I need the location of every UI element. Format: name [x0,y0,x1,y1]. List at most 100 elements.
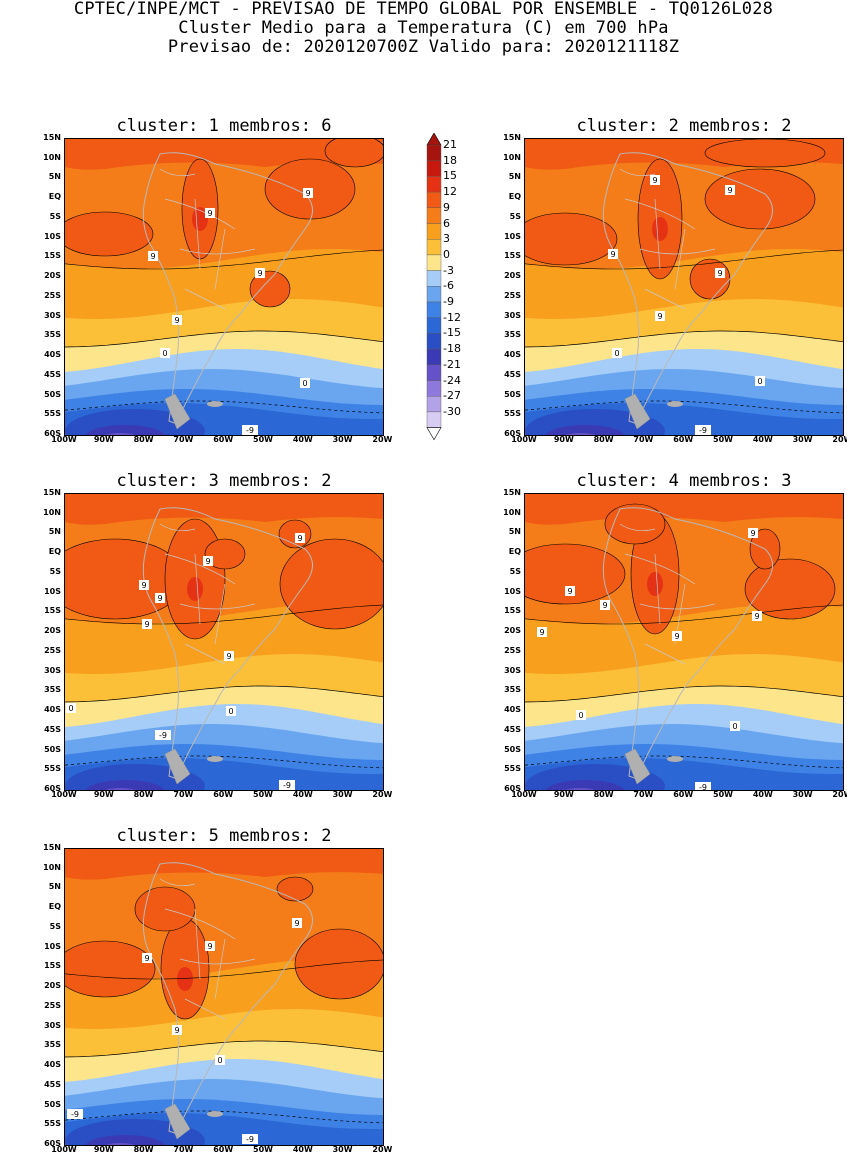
longitude-label: 80W [133,790,154,799]
svg-text:-9: -9 [71,1110,79,1119]
legend-level-label: 12 [443,185,457,199]
latitude-label: 50S [44,389,61,399]
contour-label: -9 [242,1134,258,1144]
latitude-label: 5N [508,172,521,182]
latitude-label: 40S [44,350,61,360]
svg-text:9: 9 [754,612,759,621]
svg-text:9: 9 [150,252,155,261]
latitude-label: 60S [504,429,521,438]
svg-text:9: 9 [674,632,679,641]
longitude-label: 50W [253,435,273,444]
warm-area [525,543,626,605]
latitude-label: 55S [44,764,61,774]
legend-level-label: 15 [443,169,457,183]
legend-swatch [426,411,442,428]
latitude-label: 55S [504,409,521,419]
latitude-label: 35S [44,685,61,695]
longitude-label: 60W [213,1145,234,1154]
legend-level-label: -3 [443,263,454,277]
country-border [639,248,716,255]
svg-text:9: 9 [567,587,572,596]
country-border [194,553,201,625]
latitude-label: 45S [504,369,521,379]
latitude-label: 10S [44,941,61,951]
legend-swatch [426,333,442,350]
warm-area [704,168,816,230]
map-panel-cluster-2: cluster: 2 membros: 2 9 9 9 9 9 0 0 -9 15N 10N 5N… [503,116,847,444]
country-border [624,198,696,230]
latitude-label: 10N [43,507,61,517]
latitude-label: 5S [509,566,521,576]
header-variable-line: Cluster Medio para a Temperatura (C) em … [178,18,669,38]
contour-label: 9 [203,556,213,566]
latitude-label: 45S [44,1079,61,1089]
map-panel-cluster-4: cluster: 4 membros: 3 9 9 9 9 9 9 0 0 -9 15N 10N 5… [503,471,847,799]
latitude-label: 15S [44,251,61,261]
map-panel-cluster-3: cluster: 3 membros: 2 9 9 9 9 9 9 0 0 -9 -9 15N 10… [43,471,392,799]
svg-text:9: 9 [144,954,149,963]
country-border [179,248,256,255]
latitude-label: 10S [44,586,61,596]
svg-text:0: 0 [578,711,583,720]
contour-label: 9 [537,627,547,637]
latitude-label: EQ [508,547,521,557]
contour-label: 9 [655,311,665,321]
country-border [184,643,226,665]
legend-swatch [426,207,442,224]
latitude-label: 10N [503,152,521,162]
longitude-label: 40W [292,1145,313,1154]
country-border [184,998,226,1020]
latitude-label: 60S [44,784,61,793]
contour-label: 9 [725,185,735,195]
latitude-label: 10S [504,586,521,596]
latitude-label: 25S [44,1000,61,1010]
latitude-label: EQ [48,902,61,912]
country-border [179,603,256,610]
country-border [639,603,716,610]
country-border [184,288,226,310]
legend-level-label: -9 [443,295,454,308]
longitude-label: 100W [511,435,537,444]
legend-swatch [426,380,442,397]
contour-label: 0 [755,376,765,386]
warm-area [65,211,154,257]
latitude-label: 5S [49,211,61,221]
latitude-label: 5S [49,921,61,931]
latitude-label: 20S [44,981,61,991]
legend-swatch [426,144,442,161]
longitude-label: 90W [93,435,114,444]
contour-label: 0 [612,348,622,358]
contour-label: 0 [160,348,170,358]
map-panel-cluster-1: cluster: 1 membros: 6 9 9 9 9 9 0 0 -9 15N 10N 5N… [43,116,392,444]
contour-label: -9 [67,1109,83,1119]
longitude-label: 60W [673,790,694,799]
latitude-label: 30S [44,665,61,675]
latitude-label: 60S [504,784,521,793]
svg-text:9: 9 [174,316,179,325]
contour-label: 9 [139,580,149,590]
color-scale-legend: 21 18 15 12 9 6 3 0 -3 -6 -9 -12 -15 -18 -21 -24 -27 -30 [425,132,461,446]
longitude-label: 40W [292,790,313,799]
map-canvas: 9 9 9 9 9 9 0 0 -9 [525,494,843,790]
svg-text:9: 9 [207,209,212,218]
longitude-label: 100W [51,790,77,799]
legend-level-label: -30 [443,404,461,418]
map-canvas: 9 9 9 9 0 -9 -9 [65,849,383,1145]
svg-text:0: 0 [614,349,619,358]
longitude-label: 100W [511,790,537,799]
legend-swatch [426,176,442,193]
latitude-label: 60S [44,429,61,438]
map-panel-cluster-5: cluster: 5 membros: 2 9 9 9 9 0 -9 -9 15N 10N 5N… [43,826,392,1154]
contour-label: 9 [255,268,265,278]
longitude-label: 30W [792,435,813,444]
country-border [654,553,661,625]
warm-area [744,558,836,620]
longitude-label: 40W [752,790,773,799]
latitude-label: 25S [504,290,521,300]
latitude-label: 15S [504,251,521,261]
latitude-label: 10N [43,862,61,872]
latitude-label: 15N [43,133,61,142]
legend-swatch [426,286,442,303]
svg-text:9: 9 [602,601,607,610]
longitude-label: 40W [292,435,313,444]
